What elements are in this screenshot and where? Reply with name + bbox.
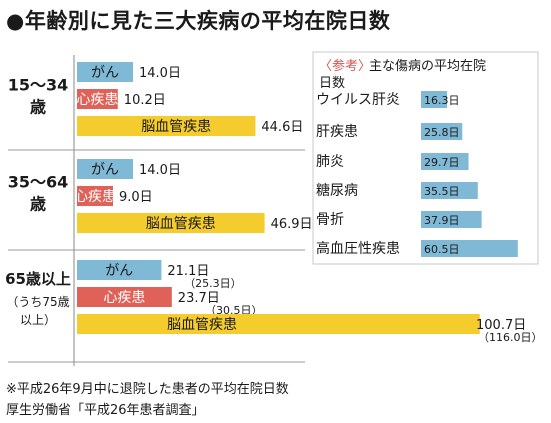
bar-value-label: 100.7日: [476, 318, 526, 333]
reference-bar: [421, 153, 469, 170]
group-label: 以上）: [20, 313, 56, 327]
reference-item-name: 肺炎: [316, 154, 344, 170]
bar-value-label: 10.2日: [124, 93, 166, 108]
reference-title-line2: 日数: [319, 76, 345, 91]
reference-item-name: ウイルス肝炎: [316, 92, 400, 108]
reference-value-label: 60.5日: [424, 243, 460, 256]
reference-item-name: 糖尿病: [316, 183, 358, 199]
bar: [77, 213, 265, 233]
reference-bar: [421, 123, 463, 140]
reference-title: 主な傷病の平均在院: [369, 59, 486, 74]
bar-category-label: がん: [105, 263, 133, 279]
reference-value-label: 25.8日: [424, 126, 460, 139]
bar: [77, 186, 113, 206]
bar-value-label: 21.1日: [167, 264, 209, 279]
bar: [77, 260, 162, 280]
reference-bar: [421, 91, 448, 108]
reference-value-label: 37.9日: [424, 214, 460, 227]
group-label: 65歳以上: [5, 270, 71, 288]
bar: [77, 89, 118, 109]
reference-tag: 〈参考〉: [319, 58, 371, 74]
bar-category-label: 脳血管疾患: [167, 317, 237, 333]
bar-value-label: 14.0日: [139, 66, 181, 81]
bar-category-label: 脳血管疾患: [146, 216, 216, 232]
bar: [77, 314, 480, 334]
bar: [77, 159, 133, 179]
bar-category-label: がん: [91, 65, 119, 81]
bar-value-label: 14.0日: [139, 163, 181, 178]
reference-item-name: 骨折: [316, 212, 344, 228]
reference-bar: [421, 182, 478, 199]
reference-item-name: 肝疾患: [316, 124, 358, 140]
reference-bar: [421, 211, 482, 228]
bar-category-label: 脳血管疾患: [141, 119, 211, 135]
bar-category-label: 心疾患: [103, 290, 145, 306]
reference-value-label: 16.3日: [424, 94, 460, 107]
bar-subvalue-label: （116.0日）: [478, 331, 543, 344]
bar-category-label: 心疾患: [74, 189, 116, 205]
bar-value-label: 23.7日: [178, 291, 220, 306]
bar-subvalue-label: （30.5日）: [205, 304, 263, 317]
group-label: 歳: [30, 98, 46, 117]
bar-category-label: 心疾患: [76, 92, 118, 108]
group-label: 15～34: [8, 76, 69, 95]
reference-value-label: 29.7日: [424, 156, 460, 169]
bar: [77, 116, 256, 136]
reference-bar: [421, 240, 518, 257]
bar: [77, 62, 133, 82]
footnote: ※平成26年9月中に退院した患者の平均在院日数: [6, 382, 289, 397]
bar-value-label: 9.0日: [119, 190, 153, 205]
chart-title: ●年齢別に見た三大疾病の平均在院日数: [6, 9, 391, 33]
source-note: 厚生労働省「平成26年患者調査」: [6, 403, 205, 418]
group-label: 歳: [30, 195, 46, 214]
bar-category-label: がん: [91, 162, 119, 178]
group-label: 35～64: [8, 173, 69, 192]
bar-value-label: 46.9日: [271, 217, 313, 232]
bar-subvalue-label: （25.3日）: [184, 277, 242, 290]
reference-item-name: 高血圧性疾患: [316, 240, 400, 257]
group-label: （うち75歳: [6, 295, 69, 309]
reference-value-label: 35.5日: [424, 185, 460, 198]
bar-value-label: 44.6日: [261, 120, 303, 135]
bar: [77, 287, 172, 307]
